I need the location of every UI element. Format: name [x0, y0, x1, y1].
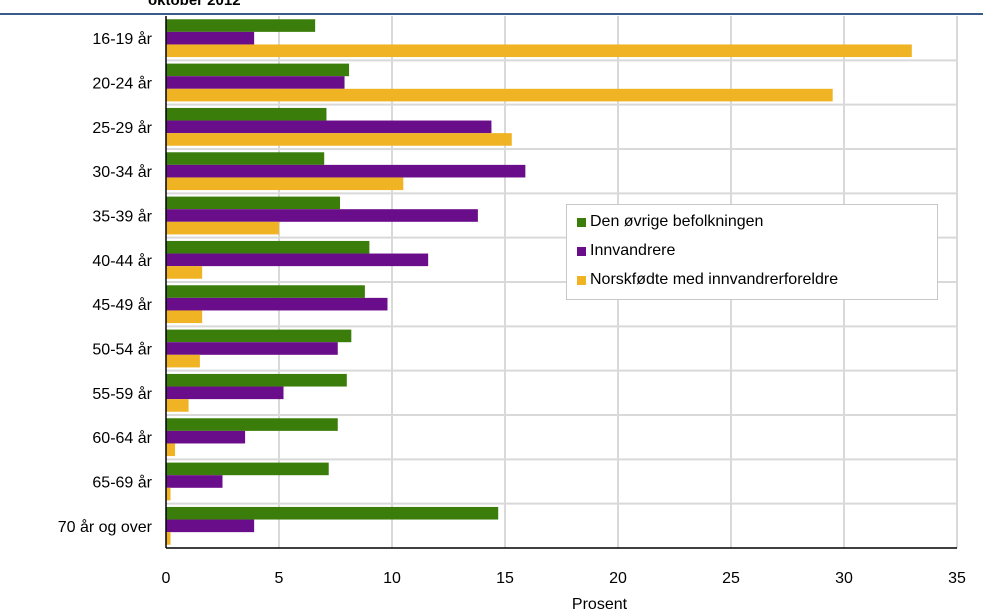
bar — [166, 107, 327, 121]
y-tick-label: 20-24 år — [92, 75, 152, 93]
legend-label-innvandrere: Innvandrere — [590, 242, 676, 259]
bar — [166, 329, 352, 343]
bar — [166, 31, 255, 45]
bar — [166, 88, 833, 102]
bar — [166, 443, 176, 457]
y-tick-label: 45-49 år — [92, 296, 152, 314]
bar — [166, 354, 200, 368]
x-tick-label: 10 — [383, 570, 401, 587]
bar — [166, 196, 341, 210]
bar — [166, 164, 526, 178]
bar — [166, 133, 512, 146]
bar — [166, 19, 316, 32]
bar — [166, 285, 365, 298]
x-tick-label: 20 — [609, 570, 627, 587]
y-tick-label: 60-64 år — [92, 429, 152, 447]
bar — [166, 475, 223, 488]
x-axis-label: Prosent — [572, 596, 628, 613]
bar — [166, 342, 338, 355]
bar — [166, 221, 279, 235]
bar — [166, 209, 478, 222]
legend-item-norskfodte: Norskfødte med innvandrerforeldre — [577, 269, 838, 291]
bar — [166, 506, 499, 520]
bar — [166, 399, 189, 412]
chart-legend: Den øvrige befolkningen Innvandrere Nors… — [566, 204, 938, 300]
bar — [166, 266, 203, 279]
x-tick-label: 25 — [722, 570, 740, 587]
bar — [166, 177, 404, 191]
chart-title-fragment: oktober 2012 — [148, 0, 241, 9]
bar — [166, 253, 429, 267]
x-tick-label: 30 — [835, 570, 853, 587]
bar — [166, 240, 370, 254]
y-tick-label: 16-19 år — [92, 30, 152, 48]
bar — [166, 532, 171, 545]
bar — [166, 76, 345, 89]
bar — [166, 63, 350, 77]
x-tick-label: 5 — [275, 570, 284, 587]
y-tick-label: 70 år og over — [58, 518, 153, 536]
x-tick-label: 15 — [496, 570, 514, 587]
legend-swatch-norskfodte — [577, 275, 586, 285]
bar — [166, 430, 246, 444]
legend-swatch-innvandrere — [577, 246, 586, 256]
y-tick-label: 25-29 år — [92, 119, 152, 137]
legend-label-den-ovrige: Den øvrige befolkningen — [590, 213, 764, 230]
x-tick-label: 0 — [162, 570, 171, 587]
bar — [166, 418, 338, 431]
y-tick-label: 65-69 år — [92, 474, 152, 492]
bar — [166, 462, 329, 476]
bar — [166, 44, 912, 58]
y-tick-label: 35-39 år — [92, 208, 152, 226]
bar — [166, 120, 492, 134]
bar — [166, 487, 171, 501]
y-tick-label: 50-54 år — [92, 341, 152, 359]
bar — [166, 386, 284, 400]
legend-swatch-den-ovrige — [577, 217, 586, 227]
x-tick-label: 35 — [948, 570, 966, 587]
legend-label-norskfodte: Norskfødte med innvandrerforeldre — [590, 271, 839, 288]
bar — [166, 519, 255, 533]
legend-item-innvandrere: Innvandrere — [577, 240, 675, 262]
y-tick-label: 40-44 år — [92, 252, 152, 270]
y-tick-label: 55-59 år — [92, 385, 152, 403]
y-tick-label: 30-34 år — [92, 163, 152, 181]
header-rule — [0, 13, 983, 15]
bar — [166, 152, 325, 165]
bar — [166, 310, 203, 324]
bar — [166, 373, 347, 387]
bar — [166, 297, 388, 311]
legend-item-den-ovrige: Den øvrige befolkningen — [577, 211, 763, 233]
